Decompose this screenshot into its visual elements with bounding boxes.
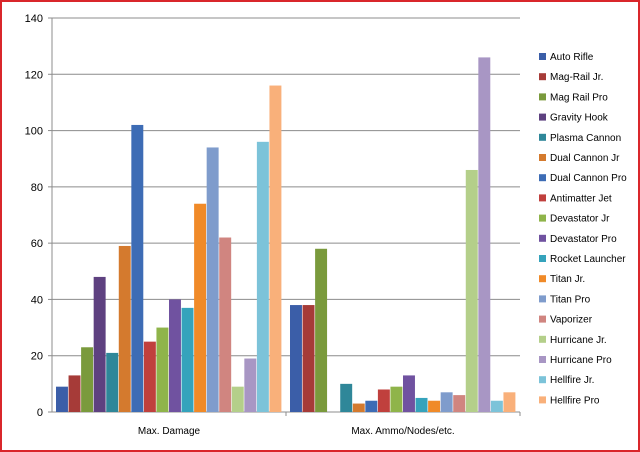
legend-swatch [539,174,546,182]
legend-swatch [539,335,546,343]
legend-label: Hurricane Pro [550,355,612,366]
bar-titan-pro [206,147,219,412]
legend-swatch [539,275,546,283]
legend-label: Mag Rail Pro [550,92,608,103]
legend-swatch [539,113,546,121]
legend-swatch [539,396,546,404]
bar-devastator-pro [403,375,415,412]
legend-label: Vaporizer [550,315,593,326]
bar-mag-rail-jr [68,375,81,412]
legend-label: Auto Rifle [550,52,594,63]
legend-label: Devastator Jr [550,214,610,225]
legend-swatch [539,133,546,141]
legend-label: Plasma Cannon [550,133,621,144]
bar-mag-rail-pro [315,248,328,412]
bar-hellfire-pro [269,85,282,413]
bar-antimatter-jet [377,389,390,412]
bar-hellfire-jr [256,141,269,413]
bar-titan-jr [194,203,207,412]
legend-label: Mag-Rail Jr. [550,72,603,83]
bar-hurricane-pro [244,358,257,412]
legend-swatch [539,73,546,81]
bar-hellfire-pro [503,392,516,412]
bar-rocket-launcher [181,307,194,412]
bar-devastator-jr [156,327,169,412]
legend-swatch [539,234,546,242]
y-tick-label: 20 [31,351,43,363]
bar-dual-cannon-jr [118,245,131,412]
y-tick-label: 100 [25,126,43,138]
bar-auto-rifle [56,386,68,412]
bar-mag-rail-pro [81,347,94,412]
bar-hurricane-jr [465,169,478,412]
legend-label: Dual Cannon Jr [550,153,620,164]
legend-label: Dual Cannon Pro [550,173,627,184]
bar-devastator-pro [169,299,181,412]
bar-plasma-cannon [340,383,353,412]
bar-vaporizer [219,237,232,412]
legend-label: Antimatter Jet [550,193,612,204]
bar-titan-pro [440,392,453,412]
legend-swatch [539,315,546,323]
bar-vaporizer [453,395,466,412]
legend-swatch [539,376,546,384]
bar-antimatter-jet [143,341,156,412]
bar-hurricane-jr [231,386,244,412]
y-tick-label: 0 [37,407,43,419]
category-label: Max. Damage [138,426,201,437]
legend-label: Titan Pro [550,294,591,305]
bar-hurricane-pro [478,57,491,413]
legend-swatch [539,154,546,161]
bar-gravity-hook [93,276,106,412]
legend-label: Hellfire Jr. [550,375,594,386]
bar-rocket-launcher [415,397,428,412]
legend-swatch [539,295,546,303]
bar-devastator-jr [390,386,403,412]
y-tick-label: 80 [31,182,43,194]
y-tick-label: 120 [25,69,43,81]
legend-label: Titan Jr. [550,274,585,285]
legend-swatch [539,214,546,222]
bar-dual-cannon-pro [131,124,144,412]
bar-hellfire-jr [490,400,503,412]
legend-swatch [539,53,546,60]
y-tick-label: 40 [31,294,43,306]
y-tick-label: 60 [31,238,43,250]
bar-dual-cannon-pro [365,400,378,412]
legend-label: Hurricane Jr. [550,335,607,346]
legend-swatch [539,356,546,363]
y-tick-label: 140 [25,13,43,25]
bar-mag-rail-jr [302,305,315,412]
legend-label: Hellfire Pro [550,395,600,406]
bar-titan-jr [428,400,441,412]
bar-auto-rifle [290,305,302,412]
legend-swatch [539,93,546,101]
legend-swatch [539,255,546,262]
legend-label: Gravity Hook [550,113,609,124]
bar-plasma-cannon [106,352,119,412]
category-label: Max. Ammo/Nodes/etc. [351,426,454,437]
legend-label: Rocket Launcher [550,254,626,265]
bar-dual-cannon-jr [352,403,365,412]
legend-label: Devastator Pro [550,234,617,245]
legend-swatch [539,194,546,202]
